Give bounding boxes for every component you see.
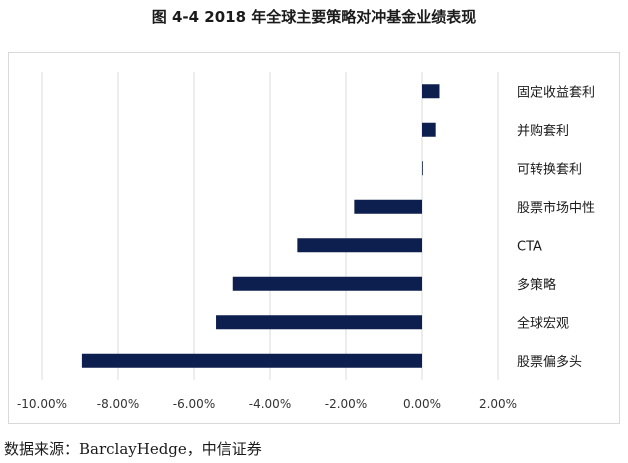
source-note: 数据来源：BarclayHedge，中信证券 <box>4 440 262 458</box>
bar <box>422 84 440 99</box>
category-label: 多策略 <box>517 277 556 293</box>
chart-frame <box>8 52 620 424</box>
bar <box>81 353 423 368</box>
x-tick-label: -6.00% <box>173 397 215 411</box>
bar <box>422 161 423 176</box>
chart-title: 图 4-4 2018 年全球主要策略对冲基金业绩表现 <box>151 8 477 26</box>
bar <box>297 238 422 253</box>
bar <box>232 276 422 291</box>
category-label: CTA <box>517 239 542 254</box>
x-tick-label: -8.00% <box>97 397 139 411</box>
bar <box>422 122 436 137</box>
x-tick-label: 0.00% <box>403 397 441 411</box>
category-label: 股票市场中性 <box>517 200 595 216</box>
x-tick-label: -2.00% <box>325 397 367 411</box>
x-tick-label: 2.00% <box>479 397 517 411</box>
category-label: 并购套利 <box>517 123 569 139</box>
x-tick-label: -4.00% <box>249 397 291 411</box>
x-tick-label: -10.00% <box>17 397 67 411</box>
category-label: 股票偏多头 <box>517 354 582 370</box>
category-label: 可转换套利 <box>517 161 582 177</box>
category-label: 固定收益套利 <box>517 84 595 100</box>
bar <box>354 199 422 214</box>
category-label: 全球宏观 <box>517 315 569 331</box>
bar <box>216 315 422 330</box>
